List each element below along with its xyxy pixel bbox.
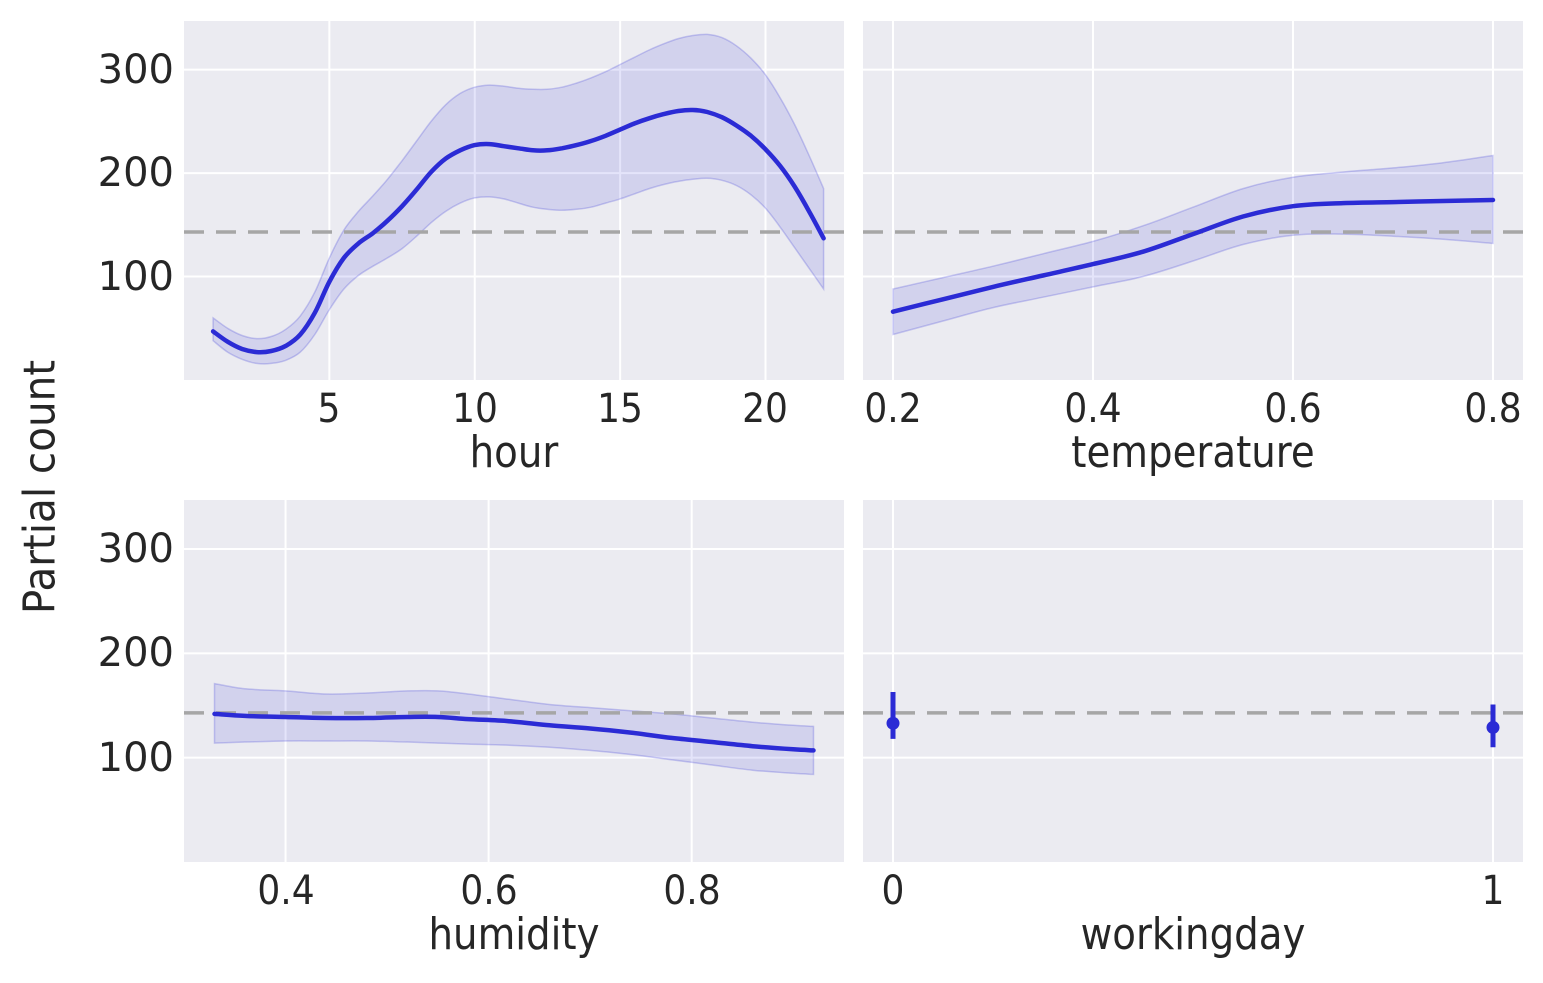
- y-tick-label: 100: [97, 734, 174, 781]
- x-tick-label: 15: [597, 386, 644, 432]
- y-tick-label: 300: [97, 526, 174, 573]
- partial-dependence-line: [210, 107, 826, 355]
- x-tick-label: 0: [881, 868, 905, 914]
- y-tick-label: 200: [97, 630, 174, 677]
- y-tick-label: 300: [97, 46, 174, 93]
- subplot-workingday: workingday 0 1: [863, 500, 1523, 958]
- y-tick-label: 100: [97, 253, 174, 300]
- x-tick-label: 0.2: [864, 386, 922, 432]
- subplot-humidity: humidity 0.4 0.6 0.8 100 200 300: [98, 500, 844, 958]
- humidity-plot-area: [184, 500, 844, 862]
- temperature-plot-area: [863, 21, 1523, 380]
- subplot-hour: hour 5 10 15 20 100 200 300: [98, 21, 844, 476]
- confidence-band: [212, 33, 825, 365]
- subplot-temperature: temperature 0.2 0.4 0.6 0.8: [863, 21, 1523, 476]
- y-axis-label: Partial count: [14, 359, 66, 615]
- x-tick-label: 0.4: [256, 868, 315, 914]
- partial-dependence-line: [890, 197, 1496, 314]
- confidence-band: [892, 154, 1494, 336]
- confidence-band: [213, 682, 815, 776]
- x-tick-label: 0.6: [459, 868, 518, 914]
- plot-background: [863, 500, 1523, 862]
- x-tick-label: 5: [317, 386, 341, 432]
- x-axis-label-temperature: temperature: [1071, 427, 1315, 478]
- y-tick-label: 200: [97, 150, 174, 197]
- partial-dependence-line: [212, 711, 816, 753]
- x-tick-label: 1: [1481, 868, 1505, 914]
- hour-plot-area: [184, 21, 844, 380]
- x-tick-label: 0.8: [663, 868, 721, 914]
- point-marker: [1486, 720, 1500, 734]
- x-tick-label: 20: [742, 386, 789, 432]
- plot-background: [184, 500, 844, 862]
- x-axis-label-humidity: humidity: [428, 909, 600, 960]
- x-tick-label: 0.4: [1064, 386, 1122, 432]
- x-axis-label-hour: hour: [469, 427, 559, 478]
- x-tick-label: 0.6: [1264, 386, 1322, 432]
- workingday-plot-area: [863, 500, 1523, 862]
- x-tick-label: 10: [451, 386, 498, 432]
- point-marker: [886, 716, 900, 730]
- x-tick-label: 0.8: [1464, 386, 1522, 432]
- plot-background: [184, 21, 844, 380]
- x-axis-label-workingday: workingday: [1080, 909, 1306, 960]
